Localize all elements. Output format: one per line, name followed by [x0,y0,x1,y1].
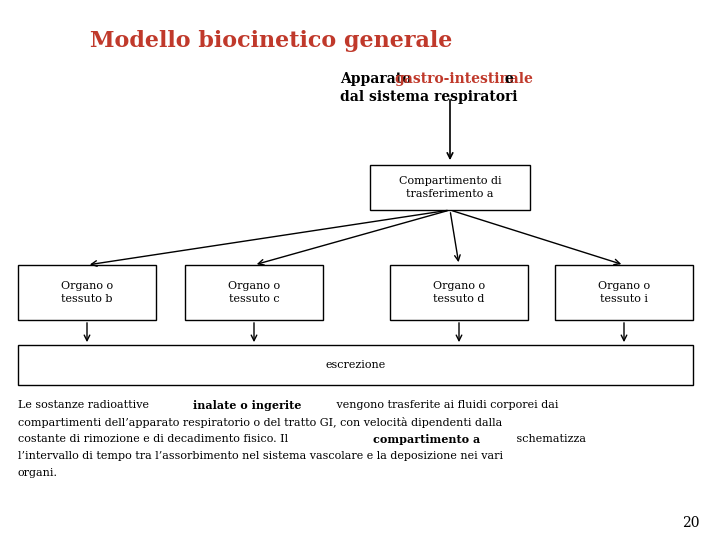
Text: Le sostanze radioattive: Le sostanze radioattive [18,400,153,410]
Text: l’intervallo di tempo tra l’assorbimento nel sistema vascolare e la deposizione : l’intervallo di tempo tra l’assorbimento… [18,451,503,461]
Text: Organo o
tessuto b: Organo o tessuto b [61,281,113,304]
Text: Organo o
tessuto i: Organo o tessuto i [598,281,650,304]
Text: vengono trasferite ai fluidi corporei dai: vengono trasferite ai fluidi corporei da… [333,400,559,410]
Bar [390,265,528,320]
Bar [555,265,693,320]
Text: compartimenti dell’apparato respiratorio o del tratto GI, con velocità dipendent: compartimenti dell’apparato respiratorio… [18,417,503,428]
Text: Apparato: Apparato [340,72,416,86]
Bar [185,265,323,320]
Bar [18,265,156,320]
Text: gastro-intestinale: gastro-intestinale [394,72,533,86]
Text: Organo o
tessuto c: Organo o tessuto c [228,281,280,304]
Bar [370,165,530,210]
Text: e: e [500,72,514,86]
Text: organi.: organi. [18,468,58,478]
Text: costante di rimozione e di decadimento fisico. Il: costante di rimozione e di decadimento f… [18,434,292,444]
Text: compartimento a: compartimento a [374,434,481,445]
Text: escrezione: escrezione [325,360,386,370]
Text: Compartimento di
trasferimento a: Compartimento di trasferimento a [399,176,501,199]
Text: schematizza: schematizza [513,434,585,444]
Text: inalate o ingerite: inalate o ingerite [193,400,301,411]
Text: 20: 20 [683,516,700,530]
Text: dal sistema respiratori: dal sistema respiratori [340,90,518,104]
Text: Modello biocinetico generale: Modello biocinetico generale [90,30,452,52]
Text: Organo o
tessuto d: Organo o tessuto d [433,281,485,304]
Bar [18,345,693,385]
